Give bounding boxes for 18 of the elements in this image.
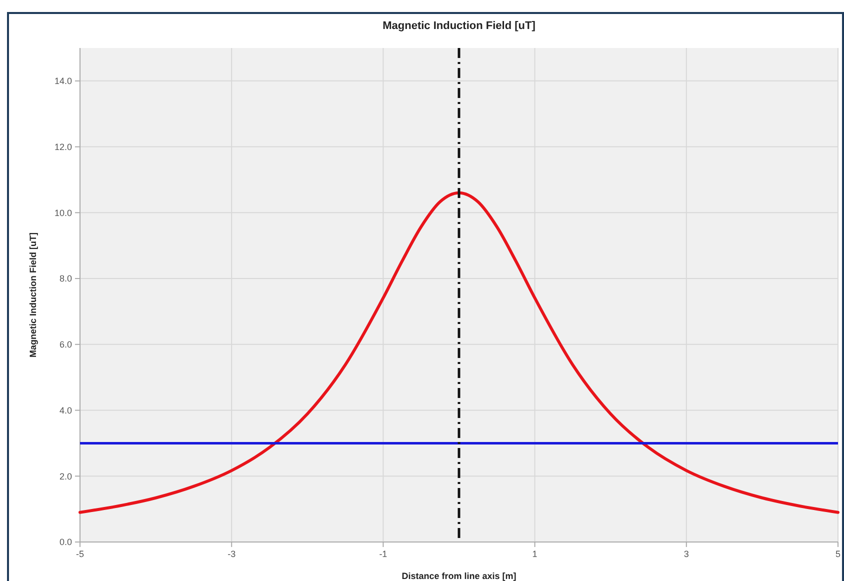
y-axis-title: Magnetic Induction Field [uT] xyxy=(28,232,38,358)
x-tick-label: -3 xyxy=(228,549,236,559)
x-axis-title: Distance from line axis [m] xyxy=(402,571,516,581)
line-series xyxy=(78,191,840,514)
y-tick-label: 14.0 xyxy=(54,76,72,86)
x-tick-label: 3 xyxy=(684,549,689,559)
y-tick-label: 10.0 xyxy=(54,208,72,218)
y-tick-label: 2.0 xyxy=(59,471,72,482)
chart-title: Magnetic Induction Field [uT] xyxy=(382,20,536,32)
x-tick-label: 5 xyxy=(835,549,841,559)
x-tick-label: 1 xyxy=(532,549,538,559)
x-tick-label: -1 xyxy=(379,549,388,559)
y-tick-label: 4.0 xyxy=(59,405,72,416)
y-tick-label: 6.0 xyxy=(59,340,72,350)
y-tick-label: 8.0 xyxy=(59,274,72,284)
y-tick-label: 12.0 xyxy=(54,142,72,152)
x-tick-label: -5 xyxy=(76,549,84,559)
y-tick-label: 0.0 xyxy=(59,537,72,548)
